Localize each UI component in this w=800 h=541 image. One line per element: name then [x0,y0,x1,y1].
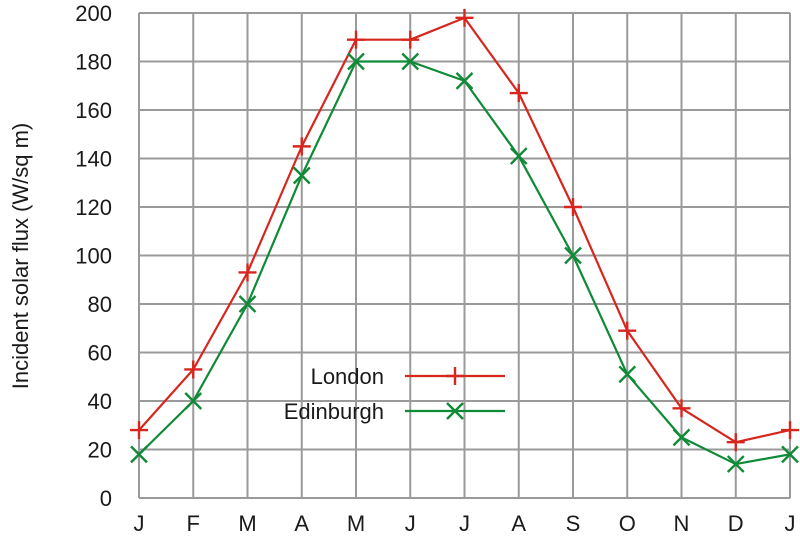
x-tick-label: A [294,511,309,536]
y-tick-label: 60 [88,341,112,366]
data-point-london [347,30,365,49]
x-tick-label: N [674,511,690,536]
legend-marker [446,367,464,385]
legend-item-edinburgh: Edinburgh [284,399,505,424]
data-point-edinburgh [509,147,528,165]
x-tick-label: M [347,511,365,536]
data-point-edinburgh [781,445,799,464]
y-tick-label: 200 [75,1,112,26]
y-tick-label: 80 [88,292,112,317]
data-point-london [672,399,691,418]
legend-label: London [311,364,384,389]
x-tick-label: S [566,511,581,536]
data-point-edinburgh [292,166,311,185]
legend: London Edinburgh [284,364,505,424]
data-point-edinburgh [130,445,148,464]
x-tick-label: M [238,511,256,536]
data-point-edinburgh [726,455,745,473]
data-point-edinburgh [238,295,257,313]
data-point-edinburgh [184,392,203,410]
y-tick-label: 120 [75,195,112,220]
y-tick-label: 0 [100,486,112,511]
chart-grid [138,12,791,499]
data-point-edinburgh [455,72,474,90]
x-tick-label: J [459,511,470,536]
data-point-london [238,263,257,282]
legend-label: Edinburgh [284,399,384,424]
y-tick-label: 100 [75,244,112,269]
y-tick-label: 160 [75,98,112,123]
data-point-london [618,321,637,340]
data-point-edinburgh [401,52,420,71]
x-tick-label: J [785,511,796,536]
data-point-edinburgh [618,365,637,384]
data-point-edinburgh [347,52,365,71]
y-tick-label: 40 [88,389,112,414]
series-group [130,8,799,473]
data-point-edinburgh [564,246,582,265]
x-tick-label: O [619,511,636,536]
data-point-london [130,421,148,440]
data-point-london [292,137,311,156]
data-point-edinburgh [672,428,691,447]
y-tick-labels: 0 20 40 60 80 100 120 140 160 180 200 [75,1,112,511]
x-tick-label: F [187,511,200,536]
legend-item-london: London [311,364,505,389]
x-tick-label: J [405,511,416,536]
y-axis-label: Incident solar flux (W/sq m) [8,123,33,390]
x-tick-label: J [134,511,145,536]
y-tick-label: 20 [88,438,112,463]
y-tick-label: 180 [75,50,112,75]
data-point-london [401,30,420,49]
data-point-london [726,433,745,452]
x-tick-label: A [511,511,526,536]
data-point-london [184,360,203,379]
data-point-london [564,198,582,216]
data-point-london [455,8,474,27]
legend-marker [446,402,464,420]
y-tick-label: 140 [75,147,112,172]
data-point-london [781,421,799,440]
data-point-london [509,84,528,103]
x-tick-label: D [728,511,744,536]
